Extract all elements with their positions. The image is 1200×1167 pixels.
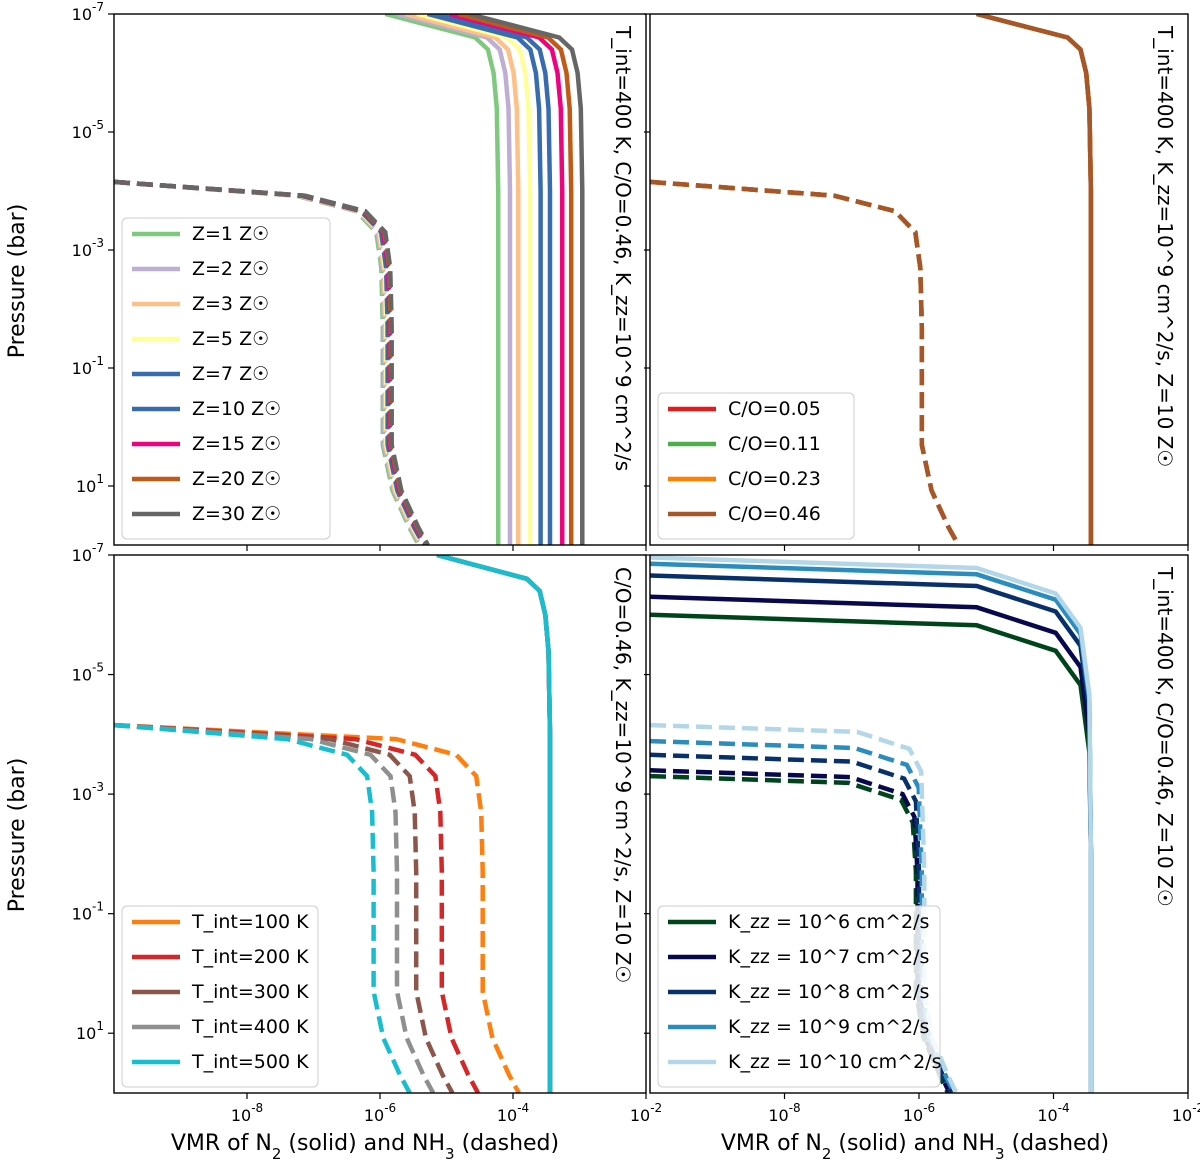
legend-box [657,905,941,1088]
n2-line-1 [396,14,513,545]
nh3-line-2 [114,722,455,1093]
legend-label-3: K_zz = 10^9 cm^2/s [728,1016,929,1038]
n2-line-4 [650,555,1094,1093]
y-tick-label-2: 10-3 [72,236,104,260]
legend-box [121,217,331,540]
legend-label-2: K_zz = 10^8 cm^2/s [728,981,929,1003]
legend-box [121,905,319,1088]
plot-area-top-left [114,14,585,545]
legend-box [657,392,855,540]
legend-label-2: Z=3 Z☉ [192,293,269,315]
n2-line-4 [427,14,543,545]
n2-line-0 [436,555,553,1093]
x-tick-label-0: 10-8 [768,1101,800,1125]
n2-line-8 [468,14,585,545]
y-tick-label-3: 10-1 [72,900,104,924]
x-tick-label-1: 10-6 [364,1101,396,1125]
panel-bottom-right: 10-8 10-6 10-4 10-2 K_zz = 10^6 cm^2/s K_zz =… [644,554,1200,1125]
n2-line-3 [976,14,1094,545]
n2-line-0 [976,14,1094,545]
n2-line-6 [448,14,565,545]
side-label-top-right: T_int=400 K, K_zz=10^9 cm^2/s, Z=10 Z☉ [1153,25,1177,467]
nh3-line-4 [650,722,959,1093]
n2-line-4 [436,555,553,1093]
x-tick-label-2: 10-4 [1037,1101,1069,1125]
n2-line-2 [976,14,1094,545]
side-label-bottom-left: C/O=0.46, K_zz=10^9 cm^2/s, Z=10 Z☉ [611,567,635,983]
plot-area-top-right [650,14,1094,545]
nh3-line-0 [114,722,521,1093]
x-tick-label-2: 10-4 [497,1101,529,1125]
nh3-line-3 [650,179,961,545]
n2-line-3 [436,555,553,1093]
ylabel-top: Pressure (bar) [5,204,30,359]
y-tick-label-4: 101 [76,1019,104,1043]
nh3-line-4 [114,722,412,1093]
legend-label-0: T_int=100 K [191,911,309,933]
legend-label-4: T_int=500 K [191,1051,309,1073]
legend-label-1: C/O=0.11 [728,433,821,455]
x-tick-label-3: 10-2 [630,1101,662,1125]
xlabel-right: VMR of N2 (solid) and NH3 (dashed) [721,1131,1109,1163]
nh3-line-8 [114,179,430,545]
legend-label-8: Z=30 Z☉ [192,503,281,525]
legend-label-7: Z=20 Z☉ [192,468,281,490]
y-tick-label-4: 101 [76,472,104,496]
y-tick-label-0: 10-7 [72,0,104,24]
legend-label-6: Z=15 Z☉ [192,433,281,455]
legend-label-4: K_zz = 10^10 cm^2/s [728,1051,941,1073]
panel-top-right: C/O=0.05 C/O=0.11 C/O=0.23 C/O=0.46 T_int=40… [644,13,1189,551]
side-label-bottom-right: T_int=400 K, C/O=0.46, Z=10 Z☉ [1153,566,1177,907]
n2-line-2 [436,555,553,1093]
y-tick-label-3: 10-1 [72,354,104,378]
y-tick-label-2: 10-3 [72,780,104,804]
x-tick-label-1: 10-6 [903,1101,935,1125]
panel-bottom-left: 10-7 10-5 10-3 10-1 101 10-8 10-6 10-4 10-2 T_int… [72,541,662,1125]
legend-label-0: C/O=0.05 [728,398,821,420]
legend-label-3: Z=5 Z☉ [192,328,269,350]
legend-label-4: Z=7 Z☉ [192,363,269,385]
nh3-line-1 [114,722,480,1093]
legend-label-1: T_int=200 K [191,946,309,968]
legend-label-3: C/O=0.46 [728,503,821,525]
side-label-top-left: T_int=400 K, C/O=0.46, K_zz=10^9 cm^2/s [611,25,635,471]
n2-line-0 [384,14,501,545]
legend-label-0: Z=1 Z☉ [192,223,269,245]
y-tick-label-0: 10-7 [72,541,104,565]
ylabel-bottom: Pressure (bar) [5,758,30,913]
legend-label-2: T_int=300 K [191,981,309,1003]
nh3-line-3 [114,722,436,1093]
x-tick-label-0: 10-8 [231,1101,263,1125]
n2-line-7 [457,14,574,545]
panels: 10-7 10-5 10-3 10-1 101 Z=1 Z☉ Z=2 Z☉ Z=3 Z☉ Z=5… [72,0,1200,1125]
nh3-line-3 [650,738,956,1093]
n2-line-1 [976,14,1094,545]
legend-label-3: T_int=400 K [191,1016,309,1038]
legend-label-1: K_zz = 10^7 cm^2/s [728,946,929,968]
n2-line-2 [404,14,521,545]
xlabel-left: VMR of N2 (solid) and NH3 (dashed) [171,1131,559,1163]
legend-label-2: C/O=0.23 [728,468,821,490]
legend-label-5: Z=10 Z☉ [192,398,281,420]
legend-label-0: K_zz = 10^6 cm^2/s [728,911,929,933]
y-tick-label-1: 10-5 [72,661,104,685]
nh3-line-2 [650,752,954,1093]
legend-label-1: Z=2 Z☉ [192,258,269,280]
n2-line-1 [436,555,553,1093]
y-tick-label-1: 10-5 [72,118,104,142]
n2-line-3 [416,14,533,545]
plot-area-bottom-left [114,555,553,1093]
panel-top-left: 10-7 10-5 10-3 10-1 101 Z=1 Z☉ Z=2 Z☉ Z=3 Z☉ Z=5… [72,0,647,551]
x-tick-label-3: 10-2 [1172,1101,1200,1125]
n2-line-5 [436,14,553,545]
